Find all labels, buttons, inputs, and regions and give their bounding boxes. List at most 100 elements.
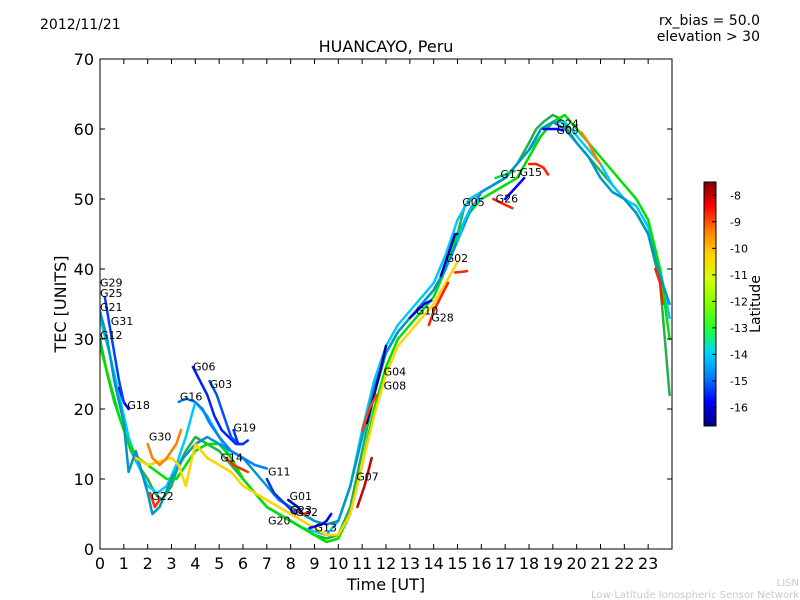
x-tick-label: 3 (166, 554, 176, 573)
series-line-g30 (146, 428, 183, 467)
colorbar-tick-label: -8 (730, 189, 741, 202)
series-line-g29-2 (100, 120, 671, 537)
date-label: 2012/11/21 (40, 17, 121, 33)
satellite-label-g17: G17 (500, 168, 523, 181)
satellite-label-g21: G21 (100, 301, 123, 314)
series-line-g28 (427, 281, 450, 327)
series-line-g11 (265, 477, 297, 516)
series-line-g06 (191, 365, 245, 446)
x-tick-label: 23 (638, 554, 658, 573)
series-line-g05 (456, 197, 483, 243)
y-tick-label: 0 (84, 540, 94, 559)
x-axis-label: Time [UT] (346, 575, 425, 594)
satellite-label-g03: G03 (210, 378, 233, 391)
satellite-label-g11: G11 (268, 466, 291, 479)
x-tick-label: 1 (119, 554, 129, 573)
x-tick-label: 10 (328, 554, 348, 573)
plot-frame (99, 58, 673, 550)
satellite-label-g32: G32 (295, 506, 318, 519)
x-tick-label: 15 (447, 554, 467, 573)
x-tick-label: 9 (309, 554, 319, 573)
series-line-g16 (177, 397, 269, 470)
satellite-label-g14: G14 (220, 452, 243, 465)
rx-bias-label: rx_bias = 50.0 (658, 13, 760, 29)
x-tick-label: 4 (190, 554, 200, 573)
footer-org-long: Low-Latitude Ionospheric Sensor Network (591, 590, 799, 600)
satellite-label-g13: G13 (315, 522, 338, 535)
y-tick-label: 20 (74, 400, 94, 419)
y-tick-label: 70 (74, 50, 94, 69)
y-tick-label: 60 (74, 120, 94, 139)
satellite-label-g12: G12 (100, 329, 123, 342)
colorbar: -8 -9 -10 -11 -12 -13 -14 -15 -16 (703, 181, 748, 427)
elevation-label: elevation > 30 (656, 29, 760, 45)
satellite-label-g02: G02 (446, 252, 469, 265)
series-line-g26 (492, 197, 514, 210)
x-tick-label: 17 (495, 554, 515, 573)
colorbar-tick-label: -10 (730, 242, 748, 255)
x-tick-label: 7 (262, 554, 272, 573)
series-line-g03 (208, 379, 240, 446)
satellite-label-g15: G15 (519, 166, 542, 179)
x-tick-label: 22 (614, 554, 634, 573)
satellite-label-g10: G10 (416, 305, 439, 318)
x-tick-label: 2 (143, 554, 153, 573)
satellite-label-g25: G25 (100, 287, 123, 300)
y-axis-label: TEC [UNITS] (51, 256, 70, 354)
satellite-label-g29: G29 (100, 277, 123, 290)
colorbar-tick-label: -9 (730, 216, 741, 229)
series-line-g08 (360, 393, 378, 432)
series-line-g02 (439, 232, 459, 278)
series-group (100, 113, 671, 544)
satellite-label-g24: G24 (556, 118, 579, 131)
satellite-label-g04: G04 (384, 365, 407, 378)
series-line-g29-1 (100, 113, 671, 540)
x-tick-label: 16 (471, 554, 491, 573)
series-line-g15b (527, 162, 550, 176)
series-line-g23 (308, 512, 333, 530)
satellite-label-g22: G22 (151, 490, 174, 503)
series-line-g07 (356, 456, 373, 509)
y-tick-label: 50 (74, 190, 94, 209)
x-tick-label: 14 (423, 554, 443, 573)
satellite-label-g18: G18 (127, 399, 150, 412)
satellite-label-g06: G06 (193, 361, 216, 374)
x-tick-label: 5 (214, 554, 224, 573)
series-line-g24 (580, 131, 602, 166)
series-line-g02b (453, 269, 469, 274)
series-line-g09 (542, 127, 564, 132)
series-line-g31 (103, 295, 126, 404)
series-line-g01 (287, 498, 304, 516)
x-tick-label: 20 (566, 554, 586, 573)
series-line-g15 (503, 176, 526, 201)
colorbar-label: Latitude (748, 275, 764, 333)
y-tick-label: 40 (74, 260, 94, 279)
x-tick-label: 18 (519, 554, 539, 573)
series-line-g22 (148, 491, 161, 509)
x-tick-label: 6 (238, 554, 248, 573)
footer-org-short: LISN (777, 578, 799, 589)
colorbar-tick-label: -13 (730, 322, 748, 335)
axes-group: 0 1 2 3 4 5 6 7 8 9 10 11 12 13 14 15 16 17 18 19 20 21 22 2301… (74, 50, 672, 573)
x-tick-label: 0 (95, 554, 105, 573)
x-tick-label: 19 (543, 554, 563, 573)
series-line-g10 (408, 299, 433, 320)
satellite-label-g23: G23 (289, 504, 312, 517)
series-line-g17 (494, 169, 516, 180)
x-tick-label: 12 (376, 554, 396, 573)
colorbar-tick-label: -11 (730, 269, 748, 282)
chart-title: HUANCAYO, Peru (319, 37, 454, 56)
satellite-label-g09: G09 (556, 124, 579, 137)
colorbar-tick-label: -14 (730, 348, 748, 361)
x-tick-label: 11 (352, 554, 372, 573)
satellite-label-g26: G26 (496, 193, 519, 206)
colorbar-tick-label: -12 (730, 295, 748, 308)
satellite-label-g20: G20 (268, 515, 291, 528)
satellite-label-g05: G05 (462, 196, 485, 209)
x-tick-label: 21 (590, 554, 610, 573)
y-tick-label: 30 (74, 330, 94, 349)
series-line-g24b (654, 267, 664, 306)
satellite-label-g28: G28 (431, 312, 454, 325)
